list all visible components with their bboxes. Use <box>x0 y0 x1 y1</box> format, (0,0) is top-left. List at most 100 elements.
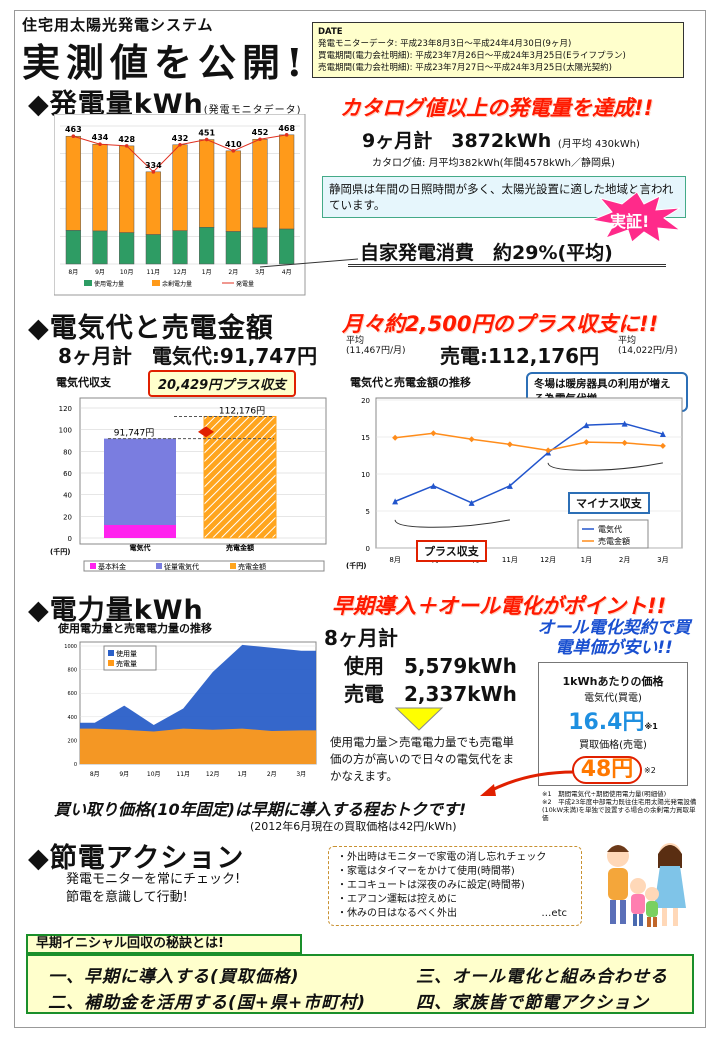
series-point <box>430 430 437 437</box>
chart-labels: 0 200 400 600 800 1000 8月 9月 10月 11月 12月 1月 2月 3月 使用量売… <box>64 644 306 778</box>
series-point <box>231 149 236 153</box>
buy-price-value: 16.4円 <box>568 710 645 735</box>
date-line: 買電期間(電力会社明細): 平成23年7月26日～平成24年3月25日(Eライフ… <box>318 51 626 61</box>
footnotes: ※1 期間電気代÷期間使用電力量(明細値) ※2 平成23年度中部電力既往住宅用… <box>542 790 700 822</box>
legend-entry: 使用量 <box>116 649 137 658</box>
action-item: ・エアコン運転は控えめに <box>337 894 457 905</box>
date-line: 売電期間(電力会社明細): 平成23年7月27日～平成24年3月25日(太陽光契… <box>318 63 612 73</box>
tick-label: 3月 <box>657 556 668 564</box>
gen-total-value: 9ヶ月計 3872kWh <box>362 130 552 152</box>
chart-line <box>71 133 289 174</box>
action-item: ・休みの日はなるべく外出 <box>337 908 457 919</box>
chart-bars <box>65 134 295 265</box>
section1-title-note: (発電モニタデータ) <box>203 105 302 116</box>
header-subtitle: 住宅用太陽光発電システム <box>22 16 214 34</box>
sell-label: 買取価格(売電) <box>579 740 647 751</box>
self-use-underline <box>348 264 666 267</box>
tick-label: 0 <box>68 535 72 543</box>
bar-surplus <box>225 150 241 232</box>
tick-label: 売電金額 <box>226 543 254 552</box>
pointer-line <box>260 258 359 268</box>
series-line <box>394 422 664 504</box>
series-point <box>178 142 182 147</box>
legend-entry: 売電量 <box>116 659 137 668</box>
sell-avg: 平均 (14,022円/月) <box>618 336 678 356</box>
bar-self-use <box>199 227 215 265</box>
minus-label: マイナス収支 <box>568 492 650 514</box>
legend-entry: 使用電力量 <box>94 280 124 288</box>
series-point <box>151 170 156 174</box>
series-point <box>545 447 552 454</box>
series-line <box>395 432 663 452</box>
bottom-headline: 買い取り価格(10年固定)は早期に導入する程おトクです! <box>54 800 467 819</box>
data-label: 410 <box>225 140 242 149</box>
series-point <box>284 133 289 137</box>
tick-label: 80 <box>63 448 72 456</box>
plus-marker <box>198 426 214 438</box>
power-explain: 使用電力量＞売電電力量でも売電単価の方が高いので日々の電気代をまかなえます。 <box>330 735 514 783</box>
red-arrow-icon <box>480 770 575 796</box>
power-area-chart: 0 200 400 600 800 1000 8月 9月 10月 11月 12月 1月 2月 3月 使用量売… <box>64 641 317 778</box>
tick-label: 400 <box>67 715 77 721</box>
bar-surplus <box>145 171 161 235</box>
catalog-note: カタログ値: 月平均382kWh(年間4578kWh／静岡県) <box>372 158 615 169</box>
tick-label: 5 <box>366 508 370 516</box>
tick-label: 40 <box>63 492 72 500</box>
chart-series <box>80 644 316 764</box>
tick-label: 60 <box>63 470 72 478</box>
chart-bars <box>104 415 277 539</box>
bill-avg-label: 平均 <box>346 336 365 346</box>
series-point <box>258 137 262 142</box>
action-item: ・エコキュートは深夜のみに設定(時間帯) <box>337 880 525 891</box>
sell-avg-value: (14,022円/月) <box>618 346 678 356</box>
series-point <box>71 134 76 139</box>
legend-swatch <box>84 280 92 286</box>
data-label: 452 <box>252 128 269 137</box>
footnote-2: ※2 平成23年度中部電力既往住宅用太陽光発電設備(10kW未満)を単独で設置す… <box>542 798 697 822</box>
axis-label: (千円) <box>50 547 70 556</box>
tick-label: 11月 <box>502 556 518 564</box>
bar-self-use <box>225 231 241 265</box>
tick-label: 1月 <box>581 556 592 564</box>
tick-label: 20 <box>361 397 370 405</box>
legend-entry: 売電金額 <box>238 562 266 571</box>
secret-2: 二、補助金を活用する(国+県+市町村) <box>48 993 367 1013</box>
legend-entry: 従量電気代 <box>164 562 199 571</box>
bar-surplus <box>65 135 81 231</box>
tick-label: 9月 <box>119 771 129 778</box>
tick-label: 電気代 <box>130 543 151 552</box>
series-point <box>392 434 399 441</box>
tick-label: 1月 <box>237 771 247 778</box>
plus-callout: 20,429円プラス収支 <box>148 370 296 397</box>
section2-title: ◆電気代と売電金額 <box>28 313 274 344</box>
bar-usage-fee <box>104 438 176 525</box>
legend-entry: 基本料金 <box>98 562 126 571</box>
data-label: 468 <box>278 124 295 133</box>
line-chart-title: 電気代と売電金額の推移 <box>350 376 471 389</box>
plus-bracket-label: プラス収支 <box>416 540 487 562</box>
tick-label: 12月 <box>206 771 220 778</box>
series-point <box>468 436 475 443</box>
power-use: 使用 5,579kWh <box>344 654 517 678</box>
legend-entry: 発電量 <box>236 280 254 288</box>
tick-label: 10月 <box>120 269 134 276</box>
legend-entry: 売電金額 <box>598 536 630 546</box>
burst-icon <box>592 192 682 242</box>
secrets-title: 早期イニシャル回収の秘訣とは! <box>26 934 302 954</box>
series-point <box>204 137 209 142</box>
tick-label: 1000 <box>64 644 77 650</box>
tick-label: 600 <box>67 691 77 697</box>
series-point <box>621 420 628 427</box>
action-list: ・外出時はモニターで家電の消し忘れチェック ・家電はタイマーをかけて使用(時間帯… <box>328 846 582 926</box>
tick-label: 15 <box>361 434 370 442</box>
tick-label: 12月 <box>173 269 187 276</box>
bar-surplus <box>172 144 188 231</box>
series-point <box>583 439 590 446</box>
bar-surplus <box>119 145 135 233</box>
bar-chart-title: 電気代収支 <box>56 376 111 389</box>
tick-label: 2月 <box>267 771 277 778</box>
footnote-1: ※1 期間電気代÷期間使用電力量(明細値) <box>542 790 667 798</box>
